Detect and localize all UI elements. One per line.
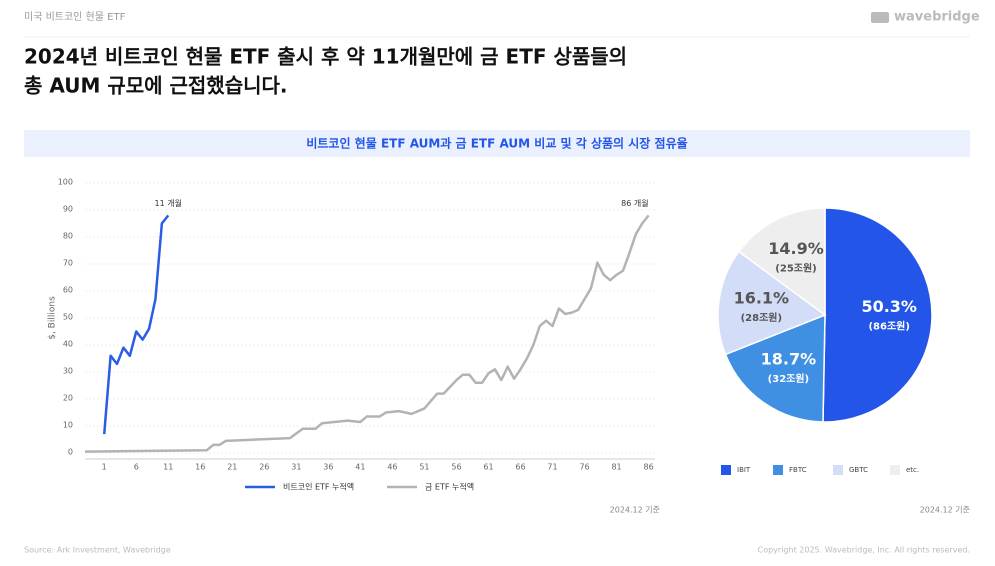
x-tick-label: 46 (387, 463, 397, 472)
slice-amount: (86조원) (868, 320, 909, 333)
title-line: 2024년 비트코인 현물 ETF 출시 후 약 11개월만에 금 ETF 상품… (24, 45, 627, 69)
legend-label: 비트코인 ETF 누적액 (283, 482, 354, 492)
y-axis-label: $, Billions (48, 296, 58, 340)
banner-text: 비트코인 현물 ETF AUM과 금 ETF AUM 비교 및 각 상품의 시장… (306, 136, 687, 151)
pie-slice (724, 313, 826, 423)
x-tick-label: 21 (227, 463, 237, 472)
section-label: 미국 비트코인 현물 ETF (24, 11, 126, 23)
y-tick-label: 40 (63, 340, 73, 349)
banner (24, 130, 970, 157)
legend-swatch (833, 465, 843, 475)
y-tick-label: 100 (58, 178, 73, 187)
x-tick-label: 36 (323, 463, 333, 472)
slice-label: 14.9% (768, 239, 824, 258)
note: 2024.12 기준 (610, 506, 660, 515)
legend-label: IBIT (737, 466, 751, 474)
legend-label: 금 ETF 누적액 (425, 482, 474, 492)
x-tick-label: 31 (291, 463, 301, 472)
y-tick-label: 90 (63, 205, 73, 214)
slice-amount: (25조원) (775, 262, 816, 275)
y-tick-label: 0 (68, 448, 73, 457)
legend-label: FBTC (789, 466, 807, 474)
y-tick-label: 70 (63, 259, 73, 268)
line-series (102, 214, 170, 435)
y-tick-label: 50 (63, 313, 73, 322)
legend-swatch (890, 465, 900, 475)
y-tick-label: 20 (63, 394, 73, 403)
y-tick-label: 60 (63, 286, 73, 295)
note: 2024.12 기준 (920, 506, 970, 515)
pie-slice (717, 250, 827, 356)
end-label: 11 개월 (155, 198, 182, 208)
line-series (84, 214, 650, 453)
title-line: 총 AUM 규모에 근접했습니다. (24, 74, 288, 98)
legend-swatch (721, 465, 731, 475)
x-tick-label: 16 (195, 463, 205, 472)
x-tick-label: 41 (355, 463, 365, 472)
logo: wavebridge (894, 10, 980, 25)
slice-amount: (28조원) (741, 311, 782, 324)
x-tick-label: 76 (579, 463, 589, 472)
x-tick-label: 86 (644, 463, 654, 472)
source: Source: Ark Investment, Wavebridge (24, 546, 171, 555)
x-tick-label: 71 (547, 463, 557, 472)
slice-amount: (32조원) (768, 372, 809, 385)
logo-icon (871, 12, 889, 23)
slice-label: 18.7% (761, 349, 817, 368)
pie-slice (822, 207, 933, 423)
y-tick-label: 80 (63, 232, 73, 241)
x-tick-label: 81 (611, 463, 621, 472)
copyright: Copyright 2025. Wavebridge, Inc. All rig… (758, 546, 970, 555)
x-tick-label: 6 (134, 463, 139, 472)
legend-swatch (773, 465, 783, 475)
legend-label: etc. (906, 466, 919, 474)
x-tick-label: 66 (515, 463, 525, 472)
y-tick-label: 30 (63, 367, 73, 376)
x-tick-label: 56 (451, 463, 461, 472)
slice-label: 50.3% (861, 297, 917, 316)
y-tick-label: 10 (63, 421, 73, 430)
legend-label: GBTC (849, 466, 868, 474)
x-tick-label: 11 (163, 463, 173, 472)
slice-label: 16.1% (734, 288, 790, 307)
x-tick-label: 1 (102, 463, 107, 472)
x-tick-label: 61 (483, 463, 493, 472)
end-label: 86 개월 (621, 198, 648, 208)
x-tick-label: 51 (419, 463, 429, 472)
x-tick-label: 26 (259, 463, 269, 472)
pie-slice (737, 207, 826, 317)
